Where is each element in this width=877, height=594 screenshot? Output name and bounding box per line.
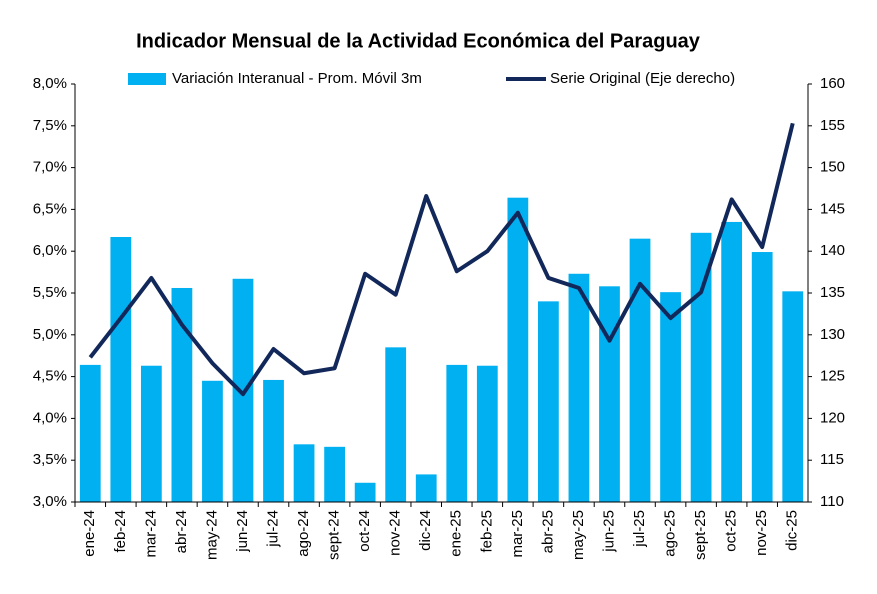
y-tick-label: 5,0% bbox=[33, 326, 67, 343]
y2-tick-label: 125 bbox=[820, 368, 845, 385]
y-tick-label: 3,0% bbox=[33, 493, 67, 510]
bar bbox=[446, 364, 468, 502]
bar bbox=[110, 236, 132, 502]
x-tick-label: abr-25 bbox=[539, 510, 556, 553]
x-tick-label: dic-24 bbox=[417, 510, 434, 551]
y-tick-label: 6,5% bbox=[33, 200, 67, 217]
bar bbox=[690, 232, 712, 503]
x-tick-label: oct-25 bbox=[723, 510, 740, 552]
legend-label: Serie Original (Eje derecho) bbox=[550, 70, 735, 87]
x-tick-label: ago-25 bbox=[662, 510, 679, 557]
y-tick-label: 8,0% bbox=[33, 75, 67, 92]
y-tick-label: 6,0% bbox=[33, 242, 67, 259]
bar bbox=[476, 365, 498, 502]
y2-tick-label: 150 bbox=[820, 159, 845, 176]
x-tick-label: nov-25 bbox=[753, 510, 770, 556]
y-tick-label: 7,0% bbox=[33, 159, 67, 176]
x-tick-label: dic-25 bbox=[784, 510, 801, 551]
x-tick-label: jul-25 bbox=[631, 510, 648, 548]
bar bbox=[385, 347, 407, 502]
x-tick-label: nov-24 bbox=[387, 510, 404, 556]
chart-title: Indicador Mensual de la Actividad Económ… bbox=[136, 30, 701, 52]
bar bbox=[782, 291, 804, 502]
y2-tick-label: 115 bbox=[820, 451, 844, 468]
bar bbox=[538, 301, 559, 502]
y-tick-label: 7,5% bbox=[33, 117, 67, 134]
bar bbox=[629, 238, 651, 502]
x-tick-label: may-25 bbox=[570, 510, 587, 560]
bar bbox=[140, 365, 162, 502]
y2-tick-label: 145 bbox=[820, 200, 845, 217]
bar bbox=[568, 273, 590, 502]
x-tick-label: feb-24 bbox=[112, 510, 129, 553]
y-tick-label: 5,5% bbox=[33, 284, 67, 301]
x-tick-label: abr-24 bbox=[173, 510, 190, 553]
bar bbox=[293, 444, 315, 502]
bar bbox=[79, 364, 101, 502]
y2-tick-label: 120 bbox=[820, 409, 845, 426]
y2-tick-label: 130 bbox=[820, 326, 845, 343]
x-tick-label: sept-25 bbox=[692, 510, 709, 560]
bar bbox=[721, 221, 743, 502]
bar bbox=[202, 380, 223, 502]
y2-tick-label: 155 bbox=[820, 117, 845, 134]
x-tick-label: jul-24 bbox=[264, 510, 281, 548]
bar bbox=[415, 474, 437, 502]
y-tick-label: 4,0% bbox=[33, 409, 67, 426]
bar bbox=[232, 278, 254, 502]
legend-label: Variación Interanual - Prom. Móvil 3m bbox=[172, 70, 422, 87]
x-tick-label: mar-24 bbox=[142, 510, 159, 558]
bar bbox=[171, 287, 193, 502]
bar bbox=[599, 286, 620, 502]
x-tick-label: mar-25 bbox=[509, 510, 526, 558]
y2-tick-label: 140 bbox=[820, 242, 845, 259]
y-tick-label: 3,5% bbox=[33, 451, 67, 468]
x-tick-label: ene-25 bbox=[448, 510, 465, 557]
x-tick-label: oct-24 bbox=[356, 510, 373, 552]
bar bbox=[507, 197, 529, 503]
x-tick-label: ago-24 bbox=[295, 510, 312, 557]
bar bbox=[324, 446, 345, 502]
x-tick-label: may-24 bbox=[203, 510, 220, 560]
bar bbox=[354, 482, 376, 502]
x-tick-label: ene-24 bbox=[81, 510, 98, 557]
y2-tick-label: 160 bbox=[820, 75, 845, 92]
line-series bbox=[88, 122, 795, 397]
legend-swatch bbox=[128, 73, 166, 85]
bar bbox=[263, 379, 284, 502]
x-tick-label: jun-25 bbox=[600, 510, 617, 553]
x-tick-label: jun-24 bbox=[234, 510, 251, 553]
y2-tick-label: 110 bbox=[820, 493, 844, 510]
y-tick-label: 4,5% bbox=[33, 368, 67, 385]
bar bbox=[751, 252, 773, 502]
x-tick-label: sept-24 bbox=[326, 510, 343, 560]
y2-tick-label: 135 bbox=[820, 284, 845, 301]
x-tick-label: feb-25 bbox=[478, 510, 495, 553]
bar bbox=[660, 292, 681, 502]
